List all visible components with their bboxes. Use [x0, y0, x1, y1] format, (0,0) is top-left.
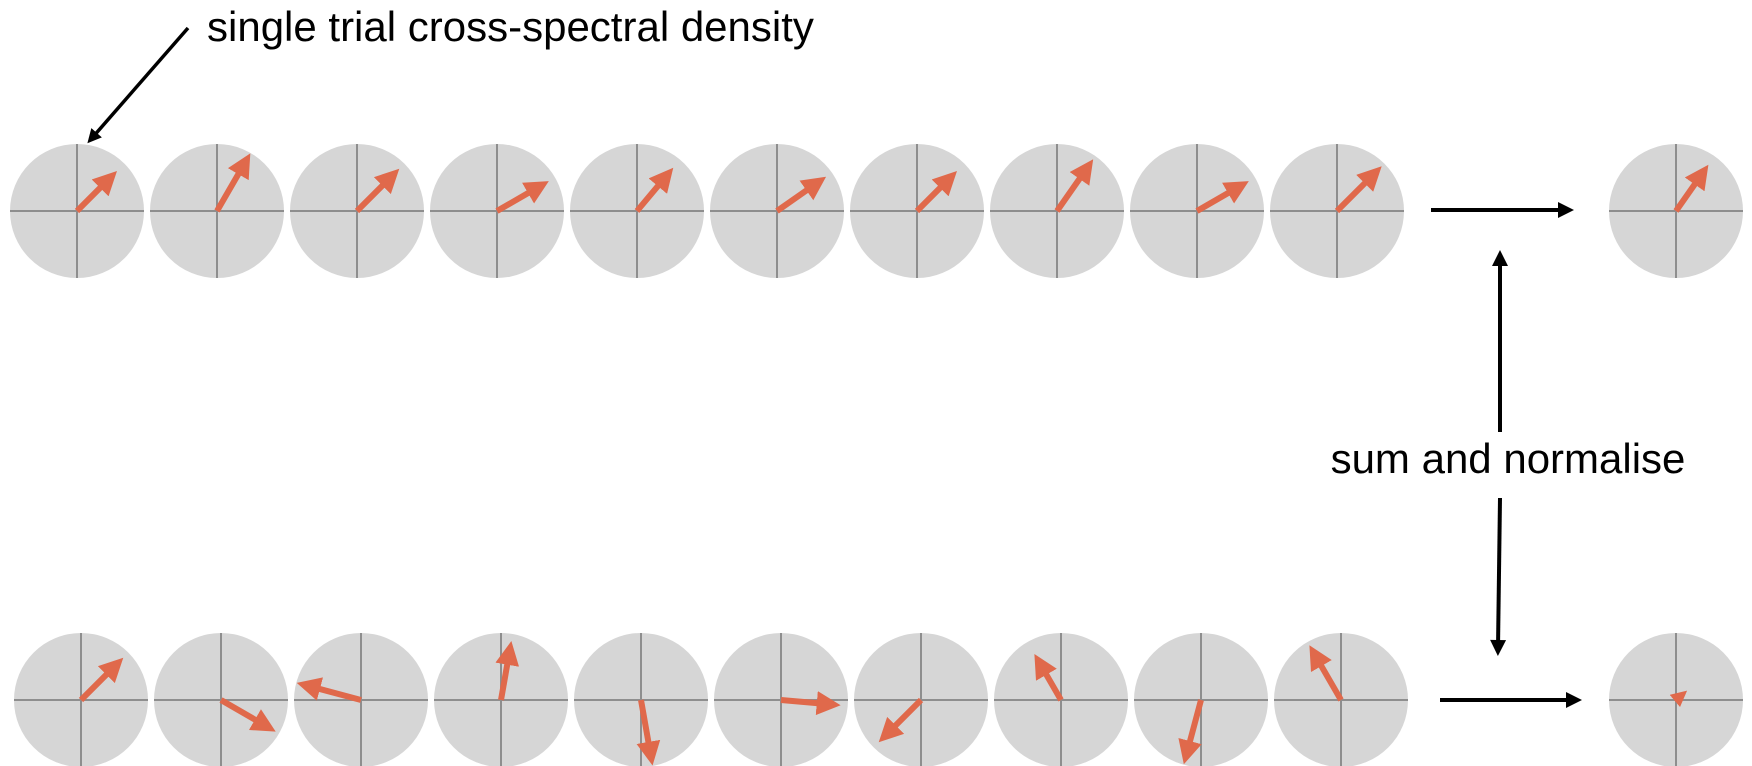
trial-circle — [1274, 633, 1408, 766]
csd-vector — [78, 657, 124, 703]
csd-vector — [495, 641, 520, 701]
normalise-arrow-down — [1490, 497, 1507, 656]
csd-vector — [354, 168, 400, 214]
trial-circle — [150, 144, 284, 278]
csd-vector — [914, 171, 957, 214]
result-circle — [1609, 144, 1743, 278]
csd-vector — [780, 691, 841, 716]
csd-vector — [296, 677, 362, 703]
csd-vector — [775, 176, 827, 214]
trial-circle — [710, 144, 844, 278]
trial-circle — [10, 144, 144, 278]
row-random-phase — [14, 633, 1743, 766]
trial-circle — [1130, 144, 1264, 278]
trial-circle — [570, 144, 704, 278]
single-trial-label: single trial cross-spectral density — [207, 3, 814, 50]
sum-normalise-label: sum and normalise — [1331, 435, 1686, 482]
csd-vector — [495, 181, 549, 214]
csd-vector — [1054, 159, 1094, 213]
trial-circle — [1134, 633, 1268, 766]
csd-vector — [214, 153, 251, 213]
csd-vector — [1178, 699, 1204, 765]
trial-circle — [990, 144, 1124, 278]
result-circle — [1609, 633, 1743, 766]
trial-circle — [850, 144, 984, 278]
trial-circle — [1270, 144, 1404, 278]
csd-vector — [1195, 181, 1249, 214]
pointer-arrow — [87, 26, 190, 144]
trial-circle — [854, 633, 988, 766]
csd-vector — [636, 699, 661, 766]
csd-vector — [1334, 166, 1382, 214]
trial-circle — [14, 633, 148, 766]
trial-circle — [434, 633, 568, 766]
trial-circle — [430, 144, 564, 278]
trial-circle — [290, 144, 424, 278]
csd-vector — [74, 171, 117, 214]
trial-circle — [574, 633, 708, 766]
trial-circle — [294, 633, 428, 766]
csd-vector — [1034, 653, 1064, 702]
csd-vector — [1309, 645, 1344, 702]
trial-circle — [714, 633, 848, 766]
csd-vector — [219, 697, 276, 732]
trial-circle — [994, 633, 1128, 766]
row-consistent-phase — [10, 144, 1743, 278]
csd-vector — [878, 697, 924, 743]
csd-vector — [1673, 164, 1709, 213]
csd-vector — [634, 167, 674, 213]
csd-vector — [1669, 690, 1688, 708]
trial-circle — [154, 633, 288, 766]
